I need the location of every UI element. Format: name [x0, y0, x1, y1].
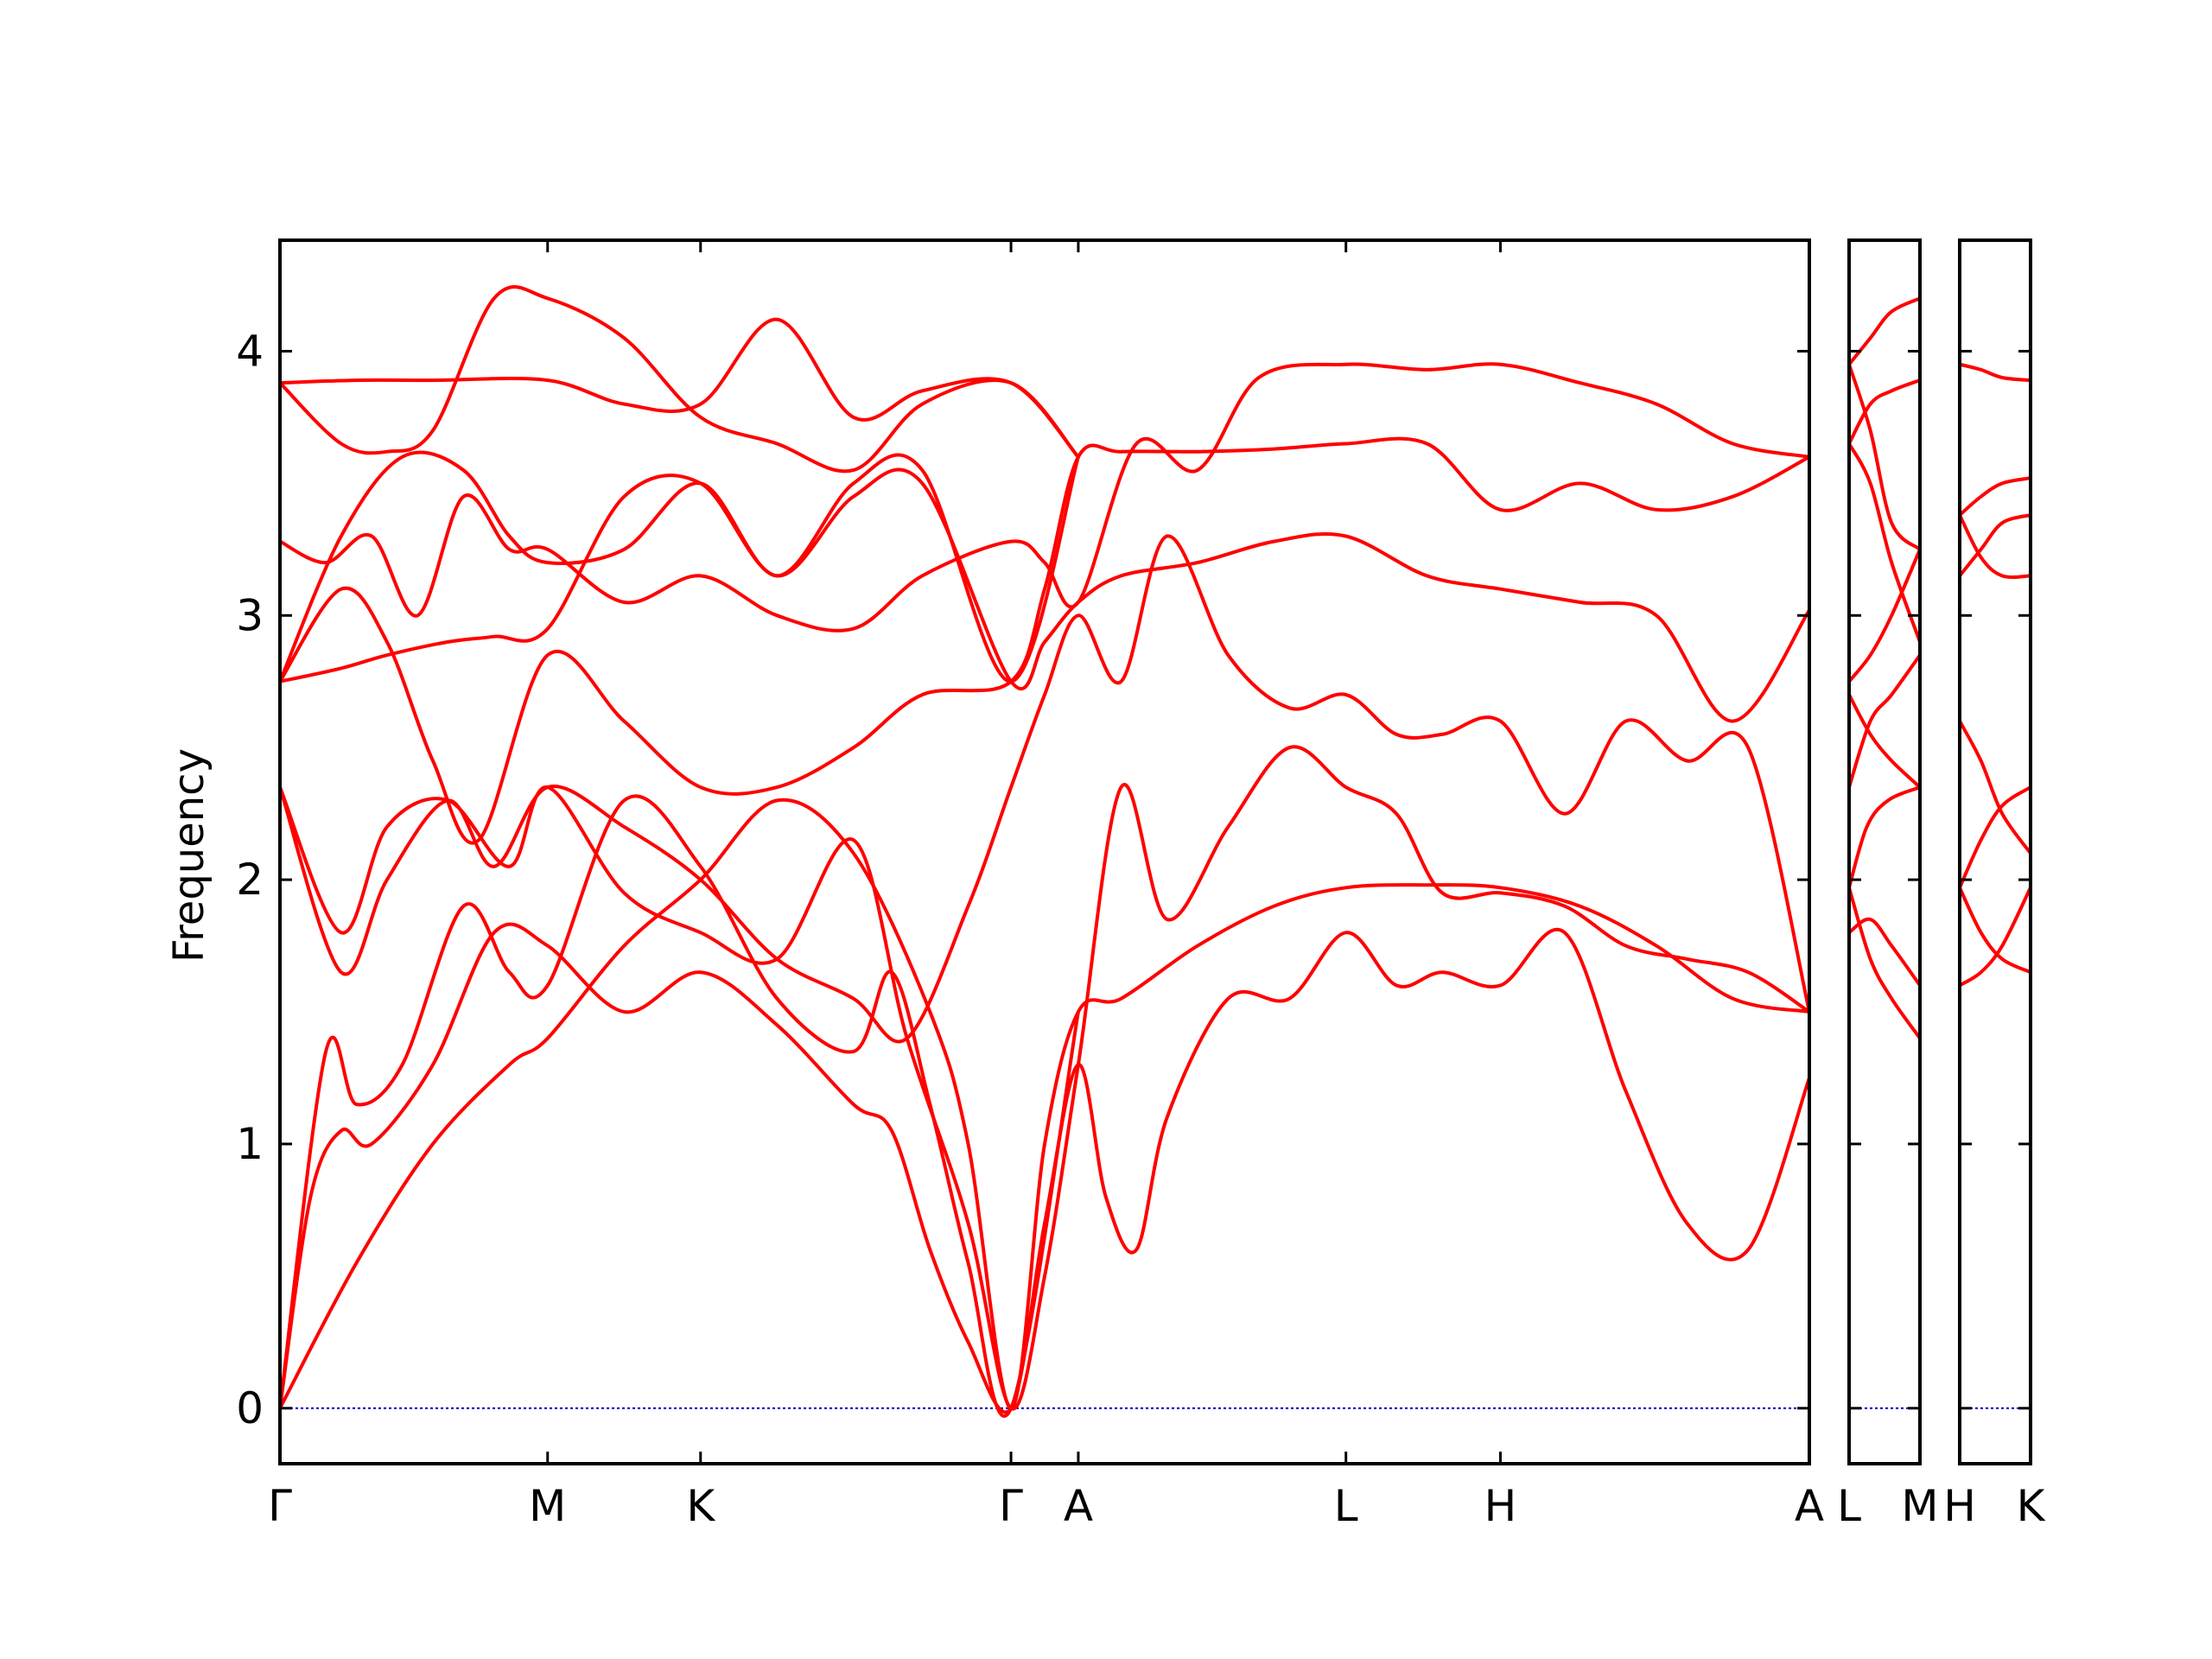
- x-tick-label: A: [1064, 1481, 1093, 1531]
- band-line: [278, 450, 1080, 683]
- y-axis-label: Frequency: [165, 748, 213, 963]
- x-tick-label: K: [2017, 1481, 2046, 1531]
- panel-frame: [1958, 238, 2032, 1465]
- band-line: [1847, 547, 1922, 683]
- x-tick-label: H: [1943, 1481, 1976, 1531]
- panel-frame: [278, 238, 1811, 1465]
- band-line: [278, 467, 1811, 723]
- y-tick-label: 4: [236, 326, 264, 376]
- band-line: [278, 922, 1811, 1414]
- y-tick-label: 1: [236, 1119, 264, 1169]
- x-tick-label: M: [529, 1481, 566, 1531]
- panel-frame: [1847, 238, 1922, 1465]
- band-line: [1847, 886, 1922, 1040]
- x-tick-label: A: [1795, 1481, 1824, 1531]
- band-line: [1958, 886, 2032, 988]
- x-tick-label: Γ: [999, 1481, 1023, 1531]
- band-line: [1847, 378, 1922, 446]
- band-line: [1958, 513, 2032, 578]
- band-line: [1958, 719, 2032, 855]
- band-line: [1958, 513, 2032, 579]
- band-line: [278, 534, 1811, 1044]
- band-line: [278, 794, 1080, 1418]
- x-tick-label: K: [686, 1481, 715, 1531]
- x-tick-label: L: [1837, 1481, 1861, 1531]
- band-line: [1958, 362, 2032, 383]
- band-line: [278, 317, 1080, 459]
- band-line: [1847, 296, 1922, 366]
- band-line: [278, 798, 1811, 1410]
- band-line: [1847, 785, 1922, 890]
- band-line: [1958, 785, 2032, 890]
- y-tick-label: 3: [236, 590, 264, 640]
- band-line: [1847, 362, 1922, 551]
- y-tick-label: 2: [236, 855, 264, 905]
- x-tick-label: H: [1484, 1481, 1517, 1531]
- band-line: [1847, 917, 1922, 988]
- x-tick-label: L: [1334, 1481, 1358, 1531]
- band-line: [278, 285, 1080, 474]
- band-line: [1958, 476, 2032, 518]
- band-line: [1958, 886, 2032, 975]
- band-line: [1847, 442, 1922, 644]
- x-tick-label: M: [1901, 1481, 1938, 1531]
- band-line: [278, 745, 1811, 1411]
- y-tick-label: 0: [236, 1383, 264, 1433]
- band-line: [1847, 653, 1922, 790]
- band-line: [1847, 693, 1922, 790]
- x-tick-label: Γ: [268, 1481, 292, 1531]
- band-line: [278, 362, 1811, 632]
